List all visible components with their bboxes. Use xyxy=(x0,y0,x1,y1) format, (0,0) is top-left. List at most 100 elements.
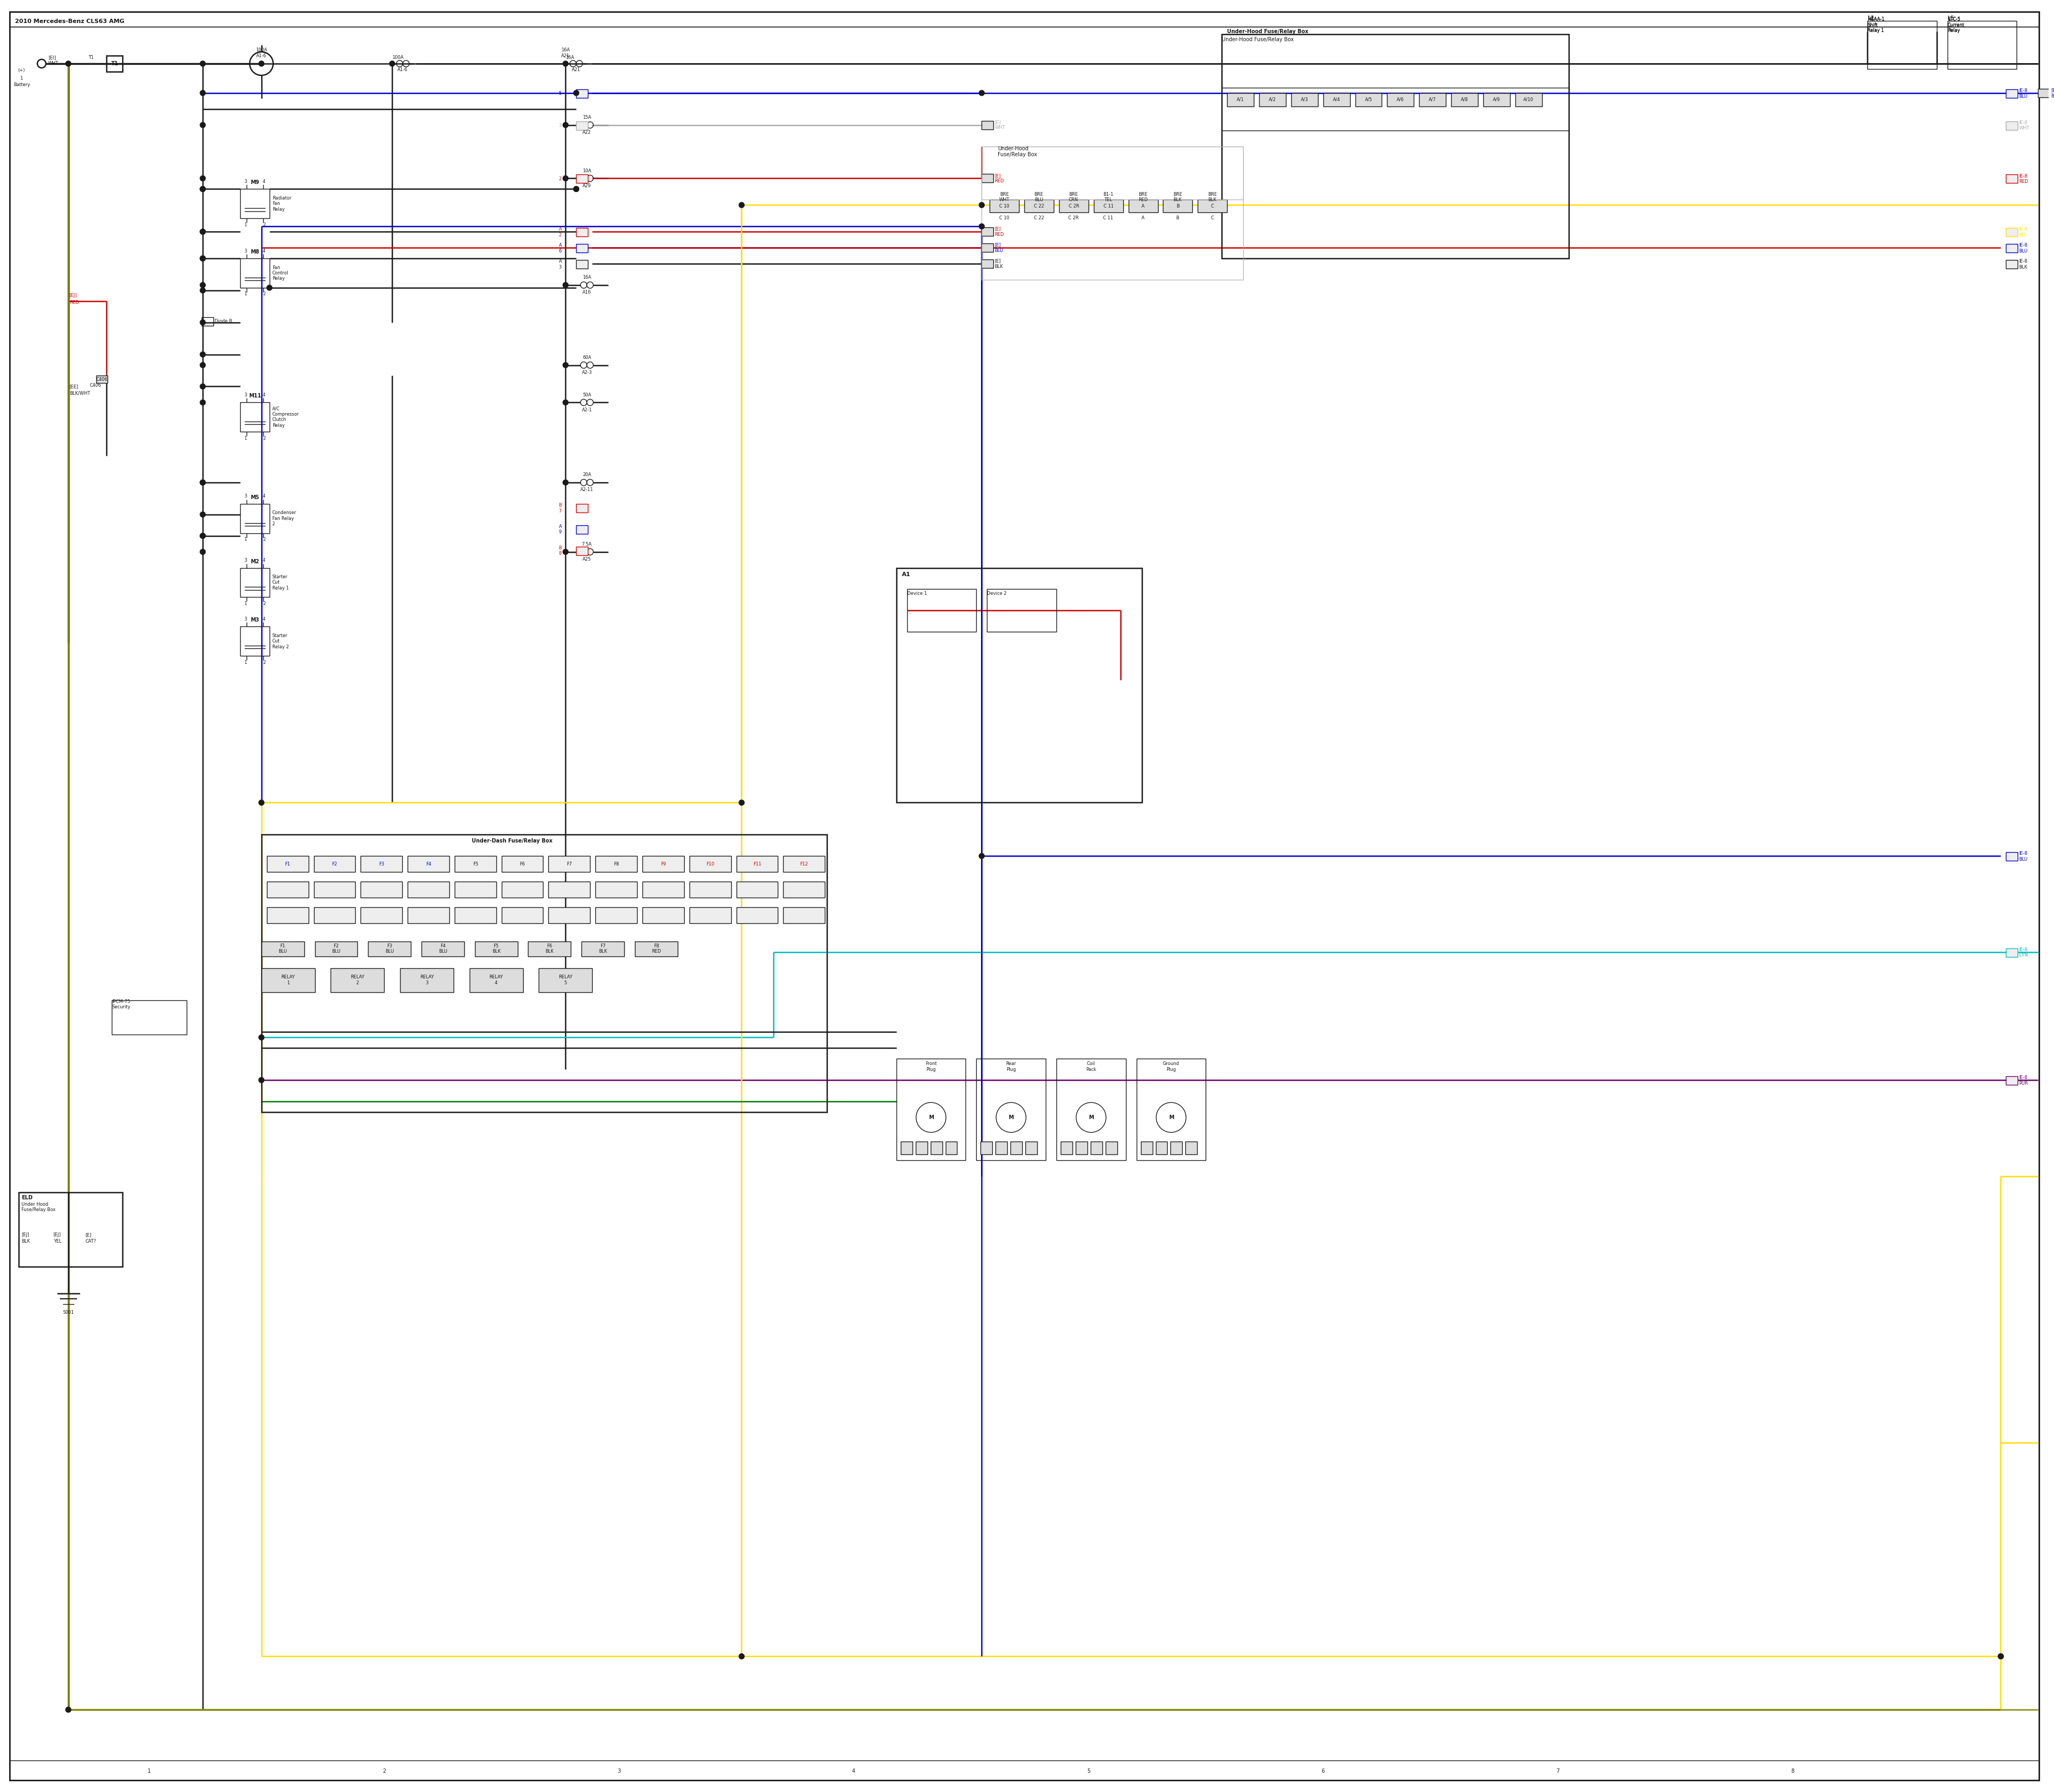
Bar xyxy=(916,1142,926,1154)
Bar xyxy=(1867,22,1937,68)
Text: F5: F5 xyxy=(472,862,479,866)
Text: Coil
Pack: Coil Pack xyxy=(1087,1061,1097,1072)
Bar xyxy=(900,1142,912,1154)
Circle shape xyxy=(199,176,205,181)
Text: 7.5A: 7.5A xyxy=(581,541,592,547)
Circle shape xyxy=(267,285,271,290)
Bar xyxy=(577,525,587,534)
Bar xyxy=(548,882,589,898)
Bar xyxy=(1105,1142,1117,1154)
Text: IE-8
RED: IE-8 RED xyxy=(2019,174,2029,185)
Text: 16A: 16A xyxy=(565,56,575,61)
Text: 2: 2 xyxy=(382,1769,386,1774)
Text: IE-8
BLK: IE-8 BLK xyxy=(2019,260,2027,269)
Text: BRE
RED: BRE RED xyxy=(1138,192,1148,202)
Bar xyxy=(982,228,994,237)
Text: F7: F7 xyxy=(567,862,571,866)
Text: Starter
Cut
Relay 1: Starter Cut Relay 1 xyxy=(271,575,290,591)
Text: F2: F2 xyxy=(333,862,337,866)
Text: 1: 1 xyxy=(244,659,246,665)
Bar xyxy=(261,835,828,1113)
Bar xyxy=(1185,1142,1197,1154)
Bar xyxy=(735,857,778,873)
Text: 10A: 10A xyxy=(583,168,592,174)
Text: [E]
BLU: [E] BLU xyxy=(2052,88,2054,99)
Text: 2: 2 xyxy=(559,176,561,181)
Circle shape xyxy=(980,224,984,229)
Bar xyxy=(201,317,214,326)
Bar xyxy=(1259,93,1286,106)
Text: Device 2: Device 2 xyxy=(988,591,1006,597)
Bar xyxy=(267,857,308,873)
Bar xyxy=(982,174,994,183)
Text: Under-Hood
Fuse/Relay Box: Under-Hood Fuse/Relay Box xyxy=(998,145,1037,158)
Text: C 2R: C 2R xyxy=(1068,204,1078,208)
Bar xyxy=(982,120,994,129)
Bar xyxy=(501,882,542,898)
Bar xyxy=(945,1142,957,1154)
Bar xyxy=(735,882,778,898)
Text: BRE
BLU: BRE BLU xyxy=(1035,192,1043,202)
Bar xyxy=(2007,228,2017,237)
Text: Battery: Battery xyxy=(12,82,31,88)
Text: B1-1
TEL: B1-1 TEL xyxy=(1103,192,1113,202)
Circle shape xyxy=(1999,1654,2003,1659)
Text: IE-8
CYN: IE-8 CYN xyxy=(2019,948,2027,957)
Circle shape xyxy=(573,186,579,192)
Text: Fan
Control
Relay: Fan Control Relay xyxy=(271,265,288,281)
Text: B
7: B 7 xyxy=(559,504,563,513)
Text: M: M xyxy=(1089,1115,1093,1120)
Bar xyxy=(2007,122,2017,129)
Bar xyxy=(1222,34,1569,258)
Text: A
3: A 3 xyxy=(559,260,561,269)
Text: RELAY
3: RELAY 3 xyxy=(419,975,433,986)
Text: Condenser
Fan Relay
2: Condenser Fan Relay 2 xyxy=(271,511,296,527)
Text: M9: M9 xyxy=(251,179,259,185)
Text: Starter
Cut
Relay 2: Starter Cut Relay 2 xyxy=(271,633,290,649)
Circle shape xyxy=(199,61,205,66)
Text: C 22: C 22 xyxy=(1033,204,1043,208)
Text: IE-8
BLU: IE-8 BLU xyxy=(2019,851,2027,862)
Bar xyxy=(690,907,731,923)
Text: 1: 1 xyxy=(244,435,246,441)
Text: M11: M11 xyxy=(249,394,261,398)
Text: BRE
BLK: BRE BLK xyxy=(1173,192,1181,202)
Text: A29: A29 xyxy=(583,183,592,188)
Text: 3: 3 xyxy=(559,124,561,127)
Text: T1: T1 xyxy=(111,61,119,66)
Bar xyxy=(2007,174,2017,183)
Text: 3: 3 xyxy=(244,495,246,498)
Text: A: A xyxy=(1142,215,1144,220)
Bar xyxy=(454,882,497,898)
Bar xyxy=(314,857,355,873)
Text: [EI]: [EI] xyxy=(47,56,55,61)
Circle shape xyxy=(199,513,205,518)
Text: L5: L5 xyxy=(1947,16,1953,22)
Text: F8: F8 xyxy=(614,862,618,866)
Circle shape xyxy=(199,229,205,235)
Text: [E]
BLU: [E] BLU xyxy=(994,242,1002,253)
Text: F6
BLK: F6 BLK xyxy=(544,944,555,953)
Text: HCAA-1
Shift
Relay 1: HCAA-1 Shift Relay 1 xyxy=(1867,18,1886,34)
Bar xyxy=(362,857,403,873)
Bar xyxy=(2007,260,2017,269)
Text: A25: A25 xyxy=(583,557,592,561)
Text: F5
BLK: F5 BLK xyxy=(491,944,501,953)
Text: Under Hood
Fuse/Relay Box: Under Hood Fuse/Relay Box xyxy=(21,1202,55,1211)
Text: Front
Plug: Front Plug xyxy=(924,1061,937,1072)
Text: [E]
BLK: [E] BLK xyxy=(994,258,1002,269)
Text: A1: A1 xyxy=(902,572,910,577)
Text: B: B xyxy=(1177,204,1179,208)
Text: 5: 5 xyxy=(1087,1769,1091,1774)
Text: F1: F1 xyxy=(286,862,290,866)
Bar xyxy=(1011,1142,1023,1154)
Bar xyxy=(1419,93,1446,106)
Text: A2-11: A2-11 xyxy=(581,487,594,493)
Bar xyxy=(1197,199,1226,213)
Text: S001: S001 xyxy=(64,1310,74,1315)
Bar xyxy=(1292,93,1319,106)
Circle shape xyxy=(199,256,205,262)
Text: 2010 Mercedes-Benz CLS63 AMG: 2010 Mercedes-Benz CLS63 AMG xyxy=(14,18,125,23)
Text: [E]
WHT: [E] WHT xyxy=(994,120,1004,131)
Bar xyxy=(1171,1142,1183,1154)
